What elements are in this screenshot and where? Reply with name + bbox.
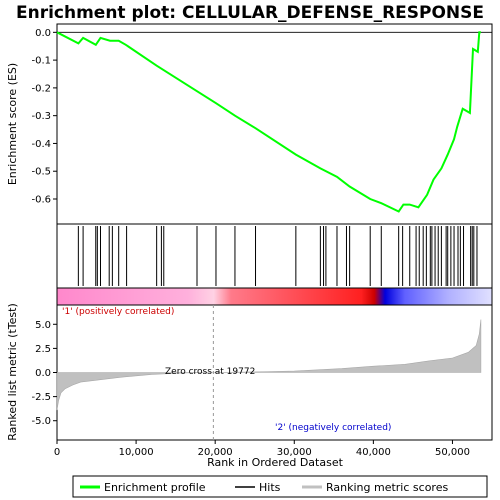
x-axis-label: Rank in Ordered Dataset: [207, 456, 344, 469]
zero-cross-label: Zero cross at 19772: [165, 367, 255, 377]
hits-layer: [77, 226, 478, 286]
x-tick-label: 20,000: [198, 447, 233, 458]
legend-box: [72, 475, 488, 498]
es-ytick-label: -0.1: [31, 56, 51, 67]
negative-correlation-label: '2' (negatively correlated): [275, 423, 391, 433]
x-tick-label: 40,000: [356, 447, 391, 458]
es-panel-frame: [56, 23, 493, 225]
legend-label-hits: Hits: [259, 481, 281, 494]
es-ytick-label: -0.2: [31, 83, 51, 94]
positive-correlation-label: '1' (positively correlated): [62, 307, 174, 317]
metric-ytick-label: 0.0: [35, 368, 51, 379]
x-tick-label: 50,000: [435, 447, 470, 458]
x-tick-label: 10,000: [119, 447, 154, 458]
metric-ytick-label: 5.0: [35, 320, 51, 331]
metric-ytick-label: 2.5: [35, 344, 51, 355]
es-ytick-label: 0.0: [35, 28, 51, 39]
es-ytick-label: -0.3: [31, 111, 51, 122]
x-tick-label: 30,000: [277, 447, 312, 458]
ranking-metric-area: [56, 319, 482, 411]
colorbar-layer: [57, 288, 492, 305]
metric-layer: 5.0 2.5 0.0 -2.5 -5.0: [31, 305, 482, 440]
metric-ylabel: Ranked list metric (tTest): [6, 303, 19, 440]
enrichment-profile-line: [56, 31, 481, 213]
chart-title: Enrichment plot: CELLULAR_DEFENSE_RESPON…: [16, 3, 484, 23]
x-tick-label: 0: [54, 447, 60, 458]
es-layer: 0.0 -0.1 -0.2 -0.3 -0.4 -0.5 -0.6: [31, 28, 492, 213]
legend-label-enrichment: Enrichment profile: [104, 481, 206, 494]
metric-ytick-label: -5.0: [31, 416, 51, 427]
es-ytick-label: -0.6: [31, 195, 51, 206]
legend-label-ranking: Ranking metric scores: [326, 481, 448, 494]
es-ytick-label: -0.5: [31, 167, 51, 178]
metric-ytick-label: -2.5: [31, 392, 51, 403]
x-axis: 0 10,000 20,000 30,000 40,000 50,000: [54, 440, 470, 458]
rank-color-bar: [57, 288, 492, 305]
es-ytick-label: -0.4: [31, 139, 51, 150]
es-ylabel: Enrichment score (ES): [6, 63, 19, 185]
